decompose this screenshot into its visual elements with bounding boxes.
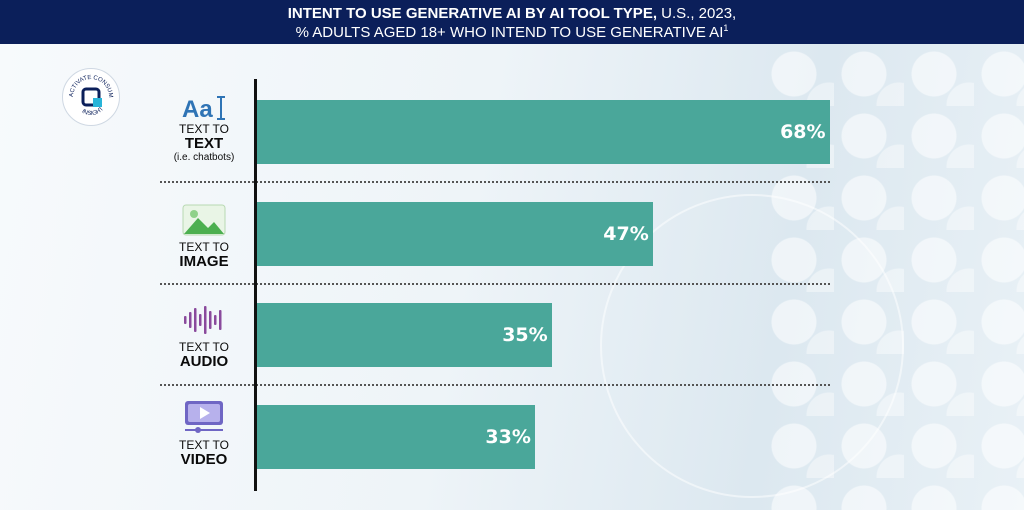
audio-waveform-icon [184,306,222,334]
chart-subtitle: % ADULTS AGED 18+ WHO INTEND TO USE GENE… [0,23,1024,41]
logo-text-top: ACTIVATE CONSUMER [63,69,113,98]
category-text-to-video: TEXT TO VIDEO [160,400,248,468]
logo-text-bottom: INSIGHT [81,106,106,117]
video-play-icon [185,401,223,433]
category-text-to-audio: TEXT TO AUDIO [160,304,248,370]
category-divider [160,384,830,386]
bar-text-to-text: 68% [257,100,830,164]
chart-title-bold: INTENT TO USE GENERATIVE AI BY AI TOOL T… [287,5,657,22]
bar-value-label: 68% [780,121,826,143]
category-text-to-image: TEXT TO IMAGE [160,204,248,270]
svg-text:ACTIVATE CONSUMER: ACTIVATE CONSUMER [63,69,113,98]
svg-text:INSIGHT: INSIGHT [81,106,106,117]
bar-value-label: 33% [485,426,531,448]
footnote-marker: 1 [723,23,729,33]
bar-text-to-video: 33% [257,405,535,469]
category-label-line2: AUDIO [179,353,229,370]
bar-text-to-image: 47% [257,202,653,266]
chart-header: INTENT TO USE GENERATIVE AI BY AI TOOL T… [0,0,1024,44]
bar-text-to-audio: 35% [257,303,552,367]
category-label-line1: TEXT TO [178,438,229,452]
bar-value-label: 47% [603,223,649,245]
category-label-line1: TEXT TO [178,240,229,254]
category-label-line2: VIDEO [180,451,228,468]
chart-title-rest: U.S., 2023, [657,5,737,22]
category-label-line1: TEXT TO [178,340,229,354]
activate-consumer-insight-logo: ACTIVATE CONSUMER INSIGHT [62,68,120,126]
category-label-line1: TEXT TO [178,122,229,136]
chart-title: INTENT TO USE GENERATIVE AI BY AI TOOL T… [0,5,1024,22]
y-axis-line [254,79,257,491]
category-label-line3: (i.e. chatbots) [173,152,235,163]
image-icon [182,204,226,236]
text-aa-icon: Aa [182,96,225,122]
category-divider [160,181,830,183]
category-divider [160,283,830,285]
category-text-to-text: Aa TEXT TO TEXT (i.e. chatbots) [160,92,248,164]
category-label-line2: TEXT [184,135,224,152]
svg-text:Aa: Aa [182,96,213,122]
chart-subtitle-text: % ADULTS AGED 18+ WHO INTEND TO USE GENE… [295,24,724,41]
bar-value-label: 35% [502,324,548,346]
category-label-line2: IMAGE [179,253,229,270]
